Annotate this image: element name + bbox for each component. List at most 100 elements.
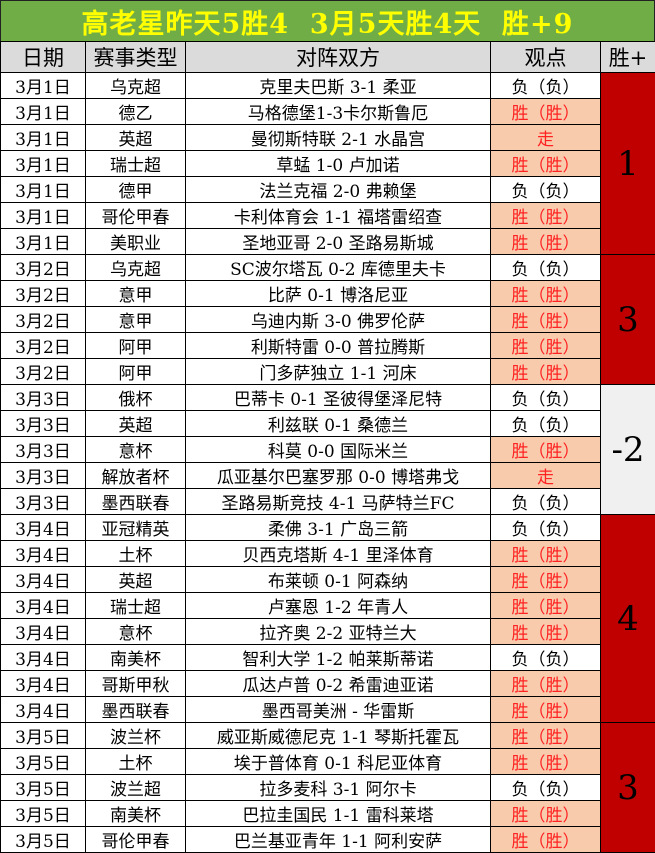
score-cell: 3 (601, 723, 655, 853)
date-cell: 3月4日 (1, 645, 86, 671)
verdict-cell: 负（负） (491, 73, 601, 99)
match-cell: 墨西哥美洲 - 华雷斯 (186, 697, 491, 723)
verdict-cell: 胜（胜） (491, 801, 601, 827)
match-cell: SC波尔塔瓦 0-2 库德里夫卡 (186, 255, 491, 281)
table-row: 3月3日俄杯巴蒂卡 0-1 圣彼得堡泽尼特负（负）-2 (1, 385, 655, 411)
table-row: 3月4日亚冠精英柔佛 3-1 广岛三箭负（负）4 (1, 515, 655, 541)
verdict-cell: 胜（胜） (491, 619, 601, 645)
date-cell: 3月4日 (1, 515, 86, 541)
verdict-cell: 胜（胜） (491, 541, 601, 567)
table-row: 3月4日意杯拉齐奥 2-2 亚特兰大胜（胜） (1, 619, 655, 645)
table-row: 3月2日阿甲门多萨独立 1-1 河床胜（胜） (1, 359, 655, 385)
verdict-cell: 胜（胜） (491, 723, 601, 749)
table-row: 3月4日哥斯甲秋瓜达卢普 0-2 希雷迪亚诺胜（胜） (1, 671, 655, 697)
league-cell: 瑞士超 (86, 593, 186, 619)
league-cell: 土杯 (86, 541, 186, 567)
league-cell: 俄杯 (86, 385, 186, 411)
match-cell: 利兹联 0-1 桑德兰 (186, 411, 491, 437)
table-row: 3月4日英超布莱顿 0-1 阿森纳胜（胜） (1, 567, 655, 593)
date-cell: 3月5日 (1, 723, 86, 749)
league-cell: 南美杯 (86, 645, 186, 671)
league-cell: 阿甲 (86, 333, 186, 359)
verdict-cell: 负（负） (491, 385, 601, 411)
match-cell: 马格德堡1-3卡尔斯鲁厄 (186, 99, 491, 125)
date-cell: 3月3日 (1, 411, 86, 437)
league-cell: 南美杯 (86, 801, 186, 827)
match-cell: 柔佛 3-1 广岛三箭 (186, 515, 491, 541)
col-header-verdict: 观点 (491, 42, 601, 73)
col-header-date: 日期 (1, 42, 86, 73)
verdict-cell: 胜（胜） (491, 567, 601, 593)
match-cell: 拉多麦科 3-1 阿尔卡 (186, 775, 491, 801)
match-cell: 瓜亚基尔巴塞罗那 0-0 博塔弗戈 (186, 463, 491, 489)
date-cell: 3月5日 (1, 775, 86, 801)
verdict-cell: 胜（胜） (491, 749, 601, 775)
date-cell: 3月4日 (1, 567, 86, 593)
table-row: 3月3日解放者杯瓜亚基尔巴塞罗那 0-0 博塔弗戈走 (1, 463, 655, 489)
table-row: 3月1日英超曼彻斯特联 2-1 水晶宫走 (1, 125, 655, 151)
match-cell: 科莫 0-0 国际米兰 (186, 437, 491, 463)
date-cell: 3月3日 (1, 463, 86, 489)
verdict-cell: 负（负） (491, 489, 601, 515)
score-cell: 1 (601, 73, 655, 255)
league-cell: 波兰超 (86, 775, 186, 801)
verdict-cell: 负（负） (491, 515, 601, 541)
table-row: 3月2日意甲比萨 0-1 博洛尼亚胜（胜） (1, 281, 655, 307)
table-row: 3月4日土杯贝西克塔斯 4-1 里泽体育胜（胜） (1, 541, 655, 567)
table-row: 3月5日南美杯巴拉圭国民 1-1 雷科莱塔胜（胜） (1, 801, 655, 827)
match-cell: 巴兰基亚青年 1-1 阿利安萨 (186, 827, 491, 853)
verdict-cell: 胜（胜） (491, 593, 601, 619)
date-cell: 3月1日 (1, 73, 86, 99)
league-cell: 乌克超 (86, 255, 186, 281)
verdict-cell: 胜（胜） (491, 671, 601, 697)
match-cell: 瓜达卢普 0-2 希雷迪亚诺 (186, 671, 491, 697)
date-cell: 3月3日 (1, 385, 86, 411)
match-cell: 克里夫巴斯 3-1 柔亚 (186, 73, 491, 99)
date-cell: 3月2日 (1, 281, 86, 307)
match-cell: 卡利体育会 1-1 福塔雷绍查 (186, 203, 491, 229)
verdict-cell: 胜（胜） (491, 307, 601, 333)
table-row: 3月5日波兰超拉多麦科 3-1 阿尔卡负（负） (1, 775, 655, 801)
verdict-cell: 负（负） (491, 775, 601, 801)
date-cell: 3月1日 (1, 203, 86, 229)
table-row: 3月4日瑞士超卢塞恩 1-2 年青人胜（胜） (1, 593, 655, 619)
league-cell: 土杯 (86, 749, 186, 775)
verdict-cell: 胜（胜） (491, 99, 601, 125)
match-cell: 巴拉圭国民 1-1 雷科莱塔 (186, 801, 491, 827)
league-cell: 德乙 (86, 99, 186, 125)
date-cell: 3月4日 (1, 541, 86, 567)
verdict-cell: 胜（胜） (491, 359, 601, 385)
results-sheet: 高老星昨天5胜4 3月5天胜4天 胜+9 日期 赛事类型 对阵双方 观点 胜+ … (0, 0, 655, 811)
date-cell: 3月1日 (1, 229, 86, 255)
date-cell: 3月1日 (1, 125, 86, 151)
table-row: 3月1日哥伦甲春卡利体育会 1-1 福塔雷绍查胜（胜） (1, 203, 655, 229)
league-cell: 美职业 (86, 229, 186, 255)
date-cell: 3月5日 (1, 801, 86, 827)
table-row: 3月1日德乙马格德堡1-3卡尔斯鲁厄胜（胜） (1, 99, 655, 125)
league-cell: 解放者杯 (86, 463, 186, 489)
match-cell: 布莱顿 0-1 阿森纳 (186, 567, 491, 593)
verdict-cell: 胜（胜） (491, 333, 601, 359)
league-cell: 瑞士超 (86, 151, 186, 177)
league-cell: 英超 (86, 567, 186, 593)
table-row: 3月4日南美杯智利大学 1-2 帕莱斯蒂诺负（负） (1, 645, 655, 671)
date-cell: 3月4日 (1, 671, 86, 697)
league-cell: 亚冠精英 (86, 515, 186, 541)
match-cell: 草蜢 1-0 卢加诺 (186, 151, 491, 177)
score-cell: 4 (601, 515, 655, 723)
date-cell: 3月2日 (1, 359, 86, 385)
match-cell: 门多萨独立 1-1 河床 (186, 359, 491, 385)
header-row: 日期 赛事类型 对阵双方 观点 胜+ (1, 42, 655, 73)
results-table: 日期 赛事类型 对阵双方 观点 胜+ 3月1日乌克超克里夫巴斯 3-1 柔亚负（… (0, 41, 655, 853)
verdict-cell: 胜（胜） (491, 437, 601, 463)
match-cell: 埃于普体育 0-1 科尼亚体育 (186, 749, 491, 775)
table-row: 3月5日土杯埃于普体育 0-1 科尼亚体育胜（胜） (1, 749, 655, 775)
table-row: 3月5日哥伦甲春巴兰基亚青年 1-1 阿利安萨胜（胜） (1, 827, 655, 853)
table-row: 3月1日瑞士超草蜢 1-0 卢加诺胜（胜） (1, 151, 655, 177)
match-cell: 威亚斯威德尼克 1-1 琴斯托霍瓦 (186, 723, 491, 749)
match-cell: 贝西克塔斯 4-1 里泽体育 (186, 541, 491, 567)
league-cell: 意甲 (86, 307, 186, 333)
league-cell: 意杯 (86, 437, 186, 463)
league-cell: 哥伦甲春 (86, 827, 186, 853)
